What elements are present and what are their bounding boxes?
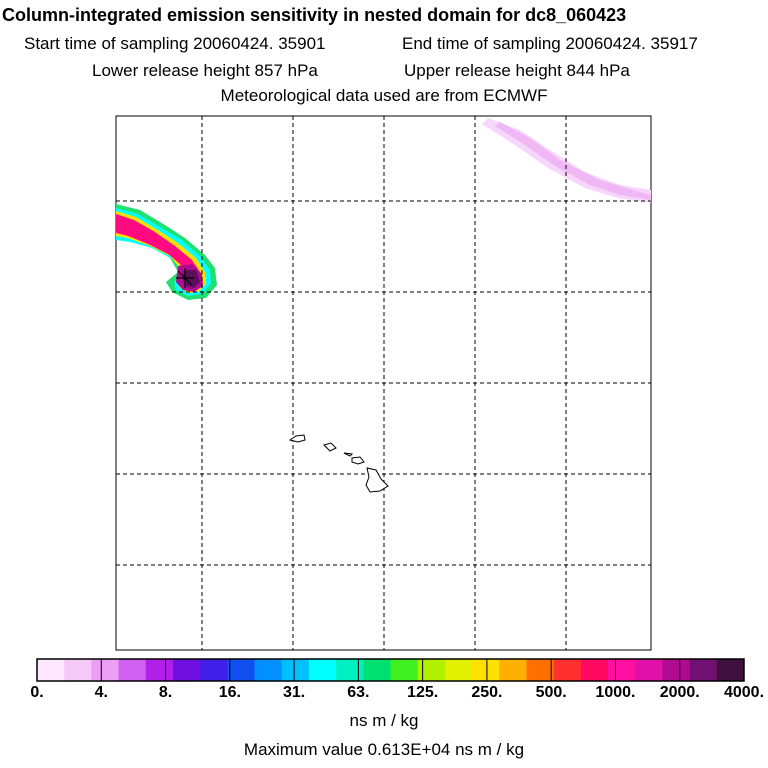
- colorbar-swatch: [390, 659, 419, 681]
- colorbar: [36, 658, 745, 682]
- colorbar-swatch: [227, 659, 256, 681]
- colorbar-swatch: [336, 659, 364, 681]
- colorbar-swatch: [444, 659, 473, 681]
- colorbar-units: ns m / kg: [349, 711, 419, 730]
- end-time-label: End time of sampling 20060424. 35917: [402, 34, 698, 53]
- colorbar-border: [36, 658, 745, 682]
- colorbar-tick-label: 2000.: [659, 684, 700, 701]
- colorbar-swatch: [472, 659, 500, 681]
- colorbar-tick-label: 0.: [30, 684, 44, 701]
- colorbar-swatch: [580, 659, 609, 681]
- maximum-value-label: Maximum value 0.613E+04 ns m / kg: [243, 740, 525, 759]
- colorbar-tick-label: 16.: [218, 684, 241, 701]
- colorbar-tick-label: 63.: [347, 684, 370, 701]
- colorbar-tick-label: 1000.: [595, 684, 636, 701]
- colorbar-swatch: [553, 659, 582, 681]
- colorbar-tick-label: 8.: [158, 684, 173, 701]
- plume-main: [116, 204, 217, 300]
- colorbar-tick-label: 250.: [471, 684, 503, 701]
- colorbar-tick-label: 4.: [94, 684, 108, 701]
- colorbar-tick-label: 4000.: [723, 684, 765, 701]
- colorbar-swatch: [635, 659, 663, 681]
- upper-release-label: Upper release height 844 hPa: [404, 61, 630, 80]
- colorbar-swatch: [118, 659, 147, 681]
- start-time-label: Start time of sampling 20060424. 35901: [24, 34, 326, 53]
- colorbar-swatch: [363, 659, 391, 681]
- colorbar-swatch: [526, 659, 555, 681]
- colorbar-swatch: [662, 659, 691, 681]
- colorbar-swatch: [716, 659, 745, 681]
- hawaiian-islands: [288, 434, 389, 493]
- lower-release-label: Lower release height 857 hPa: [92, 61, 318, 80]
- colorbar-swatch: [37, 659, 65, 681]
- colorbar-swatch: [499, 659, 527, 681]
- colorbar-tick-label: 31.: [282, 684, 306, 701]
- colorbar-swatch: [608, 659, 636, 681]
- colorbar-swatch: [689, 659, 718, 681]
- colorbar-tick-label: 125.: [407, 684, 439, 701]
- colorbar-swatch: [91, 659, 120, 681]
- colorbar-swatch: [308, 659, 337, 681]
- map-title: Column-integrated emission sensitivity i…: [2, 5, 627, 25]
- colorbar-swatch: [145, 659, 174, 681]
- met-data-label: Meteorological data used are from ECMWF: [220, 86, 548, 105]
- colorbar-swatch: [200, 659, 228, 681]
- colorbar-swatch: [254, 659, 283, 681]
- map-gridlines: [116, 116, 651, 650]
- colorbar-swatch: [172, 659, 201, 681]
- colorbar-swatch: [417, 659, 446, 681]
- colorbar-tick-label: 500.: [535, 684, 567, 701]
- colorbar-swatch: [281, 659, 310, 681]
- colorbar-swatch: [64, 659, 92, 681]
